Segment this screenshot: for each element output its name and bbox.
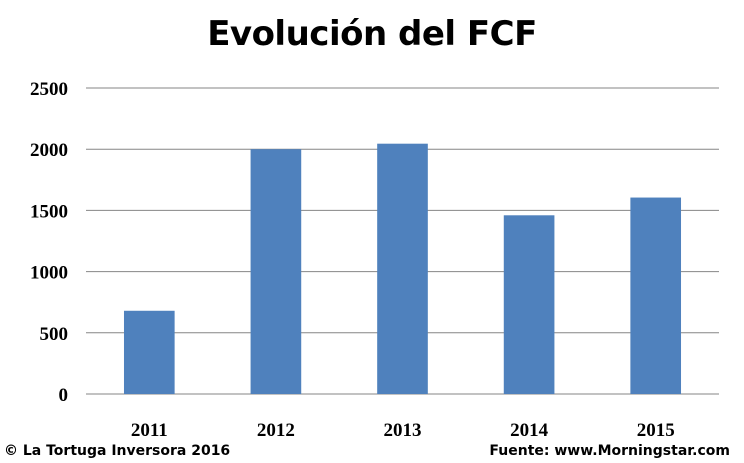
bar-2015 — [630, 197, 682, 394]
x-tick-label: 2015 — [637, 420, 675, 441]
y-tick-label: 1500 — [30, 201, 68, 222]
bar-2013 — [377, 143, 428, 394]
x-tick-label: 2014 — [510, 420, 549, 441]
y-tick-label: 2000 — [30, 140, 68, 161]
y-tick-label: 0 — [59, 385, 69, 406]
y-tick-label: 1000 — [30, 263, 68, 284]
chart-title: Evolución del FCF — [207, 14, 537, 54]
x-tick-label: 2013 — [384, 420, 422, 441]
y-tick-label: 2500 — [30, 79, 68, 100]
copyright-credit: © La Tortuga Inversora 2016 — [4, 443, 231, 459]
bar-2011 — [123, 310, 175, 394]
y-axis-ticks: 0 500 1000 1500 2000 2500 — [30, 79, 68, 406]
y-tick-label: 500 — [40, 324, 69, 345]
bars — [123, 143, 682, 394]
x-tick-label: 2011 — [131, 420, 168, 441]
x-tick-label: 2012 — [257, 420, 295, 441]
x-axis-ticks: 2011 2012 2013 2014 2015 — [131, 420, 675, 441]
bar-2012 — [250, 149, 302, 394]
source-credit: Fuente: www.Morningstar.com — [489, 443, 730, 459]
bar-2014 — [503, 215, 555, 394]
